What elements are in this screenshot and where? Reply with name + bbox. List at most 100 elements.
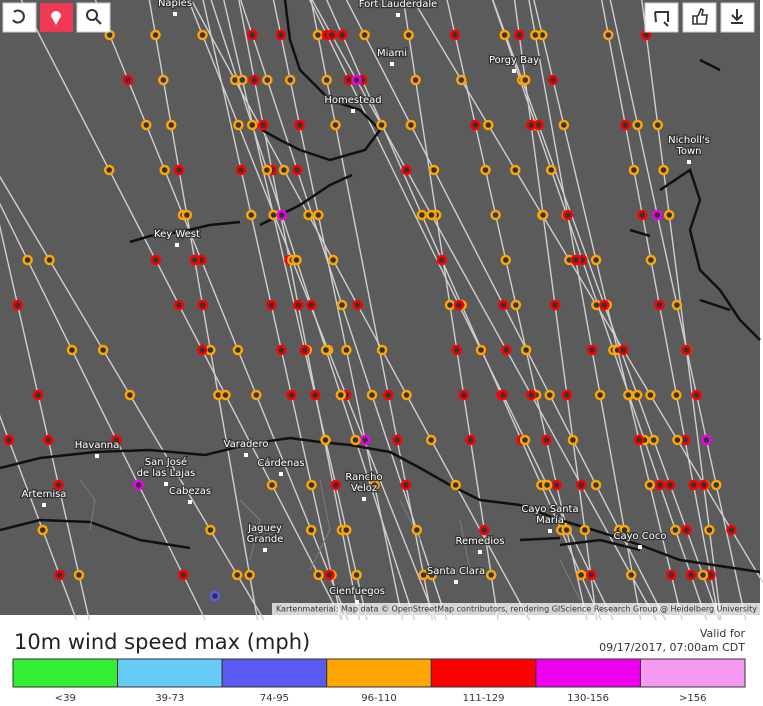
- wind-marker: [177, 569, 189, 581]
- place-dot: [454, 580, 458, 584]
- wind-marker: [303, 209, 314, 221]
- legend-swatch: [430, 658, 537, 688]
- place-labels: Naples Fort Lauderdale Miami Porgy Bay Homes…: [20, 0, 711, 604]
- wind-marker: [590, 479, 602, 491]
- like-button[interactable]: [682, 2, 717, 33]
- wind-marker: [336, 299, 348, 311]
- wind-marker: [416, 209, 428, 221]
- wind-marker: [306, 479, 317, 491]
- wind-marker: [458, 389, 469, 401]
- wind-marker: [53, 479, 64, 491]
- wind-marker: [268, 209, 279, 221]
- wind-marker: [652, 119, 664, 131]
- place-dot: [279, 472, 283, 476]
- wind-marker: [450, 479, 461, 491]
- wind-marker: [453, 299, 465, 311]
- wind-marker: [633, 434, 645, 446]
- wind-marker: [351, 569, 362, 581]
- zoom-icon-handle: [95, 18, 102, 25]
- wind-marker: [551, 479, 562, 491]
- wind-marker: [313, 209, 324, 221]
- wind-marker: [43, 434, 54, 446]
- place-dot: [188, 500, 192, 504]
- place-dot: [362, 497, 366, 501]
- place-label: Artemisa: [22, 489, 67, 500]
- place-label: San José: [145, 456, 187, 468]
- wind-marker: [324, 569, 335, 581]
- wind-marker: [620, 119, 631, 131]
- valid-time: 09/17/2017, 07:00am CDT: [599, 641, 745, 654]
- wind-marker: [32, 389, 44, 401]
- wind-marker: [519, 74, 531, 86]
- wind-marker: [12, 299, 23, 311]
- wind-marker: [501, 344, 512, 356]
- place-label: Varadero: [224, 439, 269, 450]
- wind-marker: [470, 119, 481, 131]
- wind-marker: [286, 389, 297, 401]
- wind-marker: [497, 389, 509, 401]
- wind-marker: [276, 209, 287, 221]
- wind-marker: [266, 299, 277, 311]
- wind-marker: [305, 524, 317, 536]
- wind-marker: [330, 479, 342, 491]
- wind-marker: [451, 344, 463, 356]
- wind-marker: [681, 344, 692, 356]
- zoom-button[interactable]: [76, 2, 111, 33]
- wind-marker: [401, 389, 412, 401]
- wind-marker: [205, 524, 216, 536]
- wind-marker: [292, 299, 304, 311]
- wind-marker: [483, 119, 494, 131]
- wind-marker: [485, 569, 497, 581]
- wind-marker: [547, 74, 559, 86]
- wind-marker: [525, 119, 537, 131]
- wind-marker: [670, 524, 681, 536]
- place-dot: [512, 69, 516, 73]
- wind-marker: [196, 344, 208, 356]
- wind-marker: [383, 389, 394, 401]
- track: [311, 0, 657, 621]
- share-icon: [654, 11, 669, 27]
- wind-marker: [645, 254, 657, 266]
- wind-marker: [426, 209, 437, 221]
- wind-marker: [312, 29, 324, 41]
- place-dot: [355, 600, 359, 604]
- place-dot: [164, 482, 168, 486]
- wind-marker: [654, 479, 666, 491]
- legend-label: 74-95: [260, 693, 289, 704]
- wind-marker: [671, 299, 683, 311]
- wind-marker: [141, 119, 152, 131]
- valid-label: Valid for: [700, 627, 746, 640]
- wind-marker: [350, 434, 361, 446]
- share-button[interactable]: [644, 2, 679, 33]
- wind-marker: [537, 209, 549, 221]
- location-icon: [51, 11, 61, 25]
- wind-marker: [122, 74, 134, 86]
- place-label: Havanna: [75, 440, 120, 451]
- place-label: Grande: [247, 534, 284, 545]
- wind-marker: [520, 344, 532, 356]
- wind-marker: [499, 29, 510, 41]
- like-icon: [692, 7, 708, 25]
- place-dot: [396, 13, 400, 17]
- wind-marker: [411, 524, 423, 536]
- wind-marker: [237, 74, 248, 86]
- refresh-button[interactable]: [2, 2, 37, 33]
- wind-marker: [246, 119, 258, 131]
- wind-marker: [405, 119, 417, 131]
- wind-marker: [570, 254, 582, 266]
- legend-label: <39: [55, 693, 76, 704]
- wind-marker: [704, 524, 715, 536]
- wind-marker: [294, 119, 305, 131]
- wind-marker: [575, 569, 587, 581]
- wind-marker: [623, 389, 634, 401]
- wind-marker: [456, 74, 467, 86]
- wind-marker: [426, 569, 438, 581]
- wind-marker: [479, 524, 490, 536]
- place-label: Cabezas: [169, 486, 211, 497]
- place-label: Cárdenas: [257, 457, 304, 469]
- wind-marker: [173, 299, 185, 311]
- place-label: Cienfuegos: [329, 586, 385, 597]
- wind-marker: [480, 164, 491, 176]
- wind-marker: [305, 299, 317, 311]
- wind-marker: [558, 119, 570, 131]
